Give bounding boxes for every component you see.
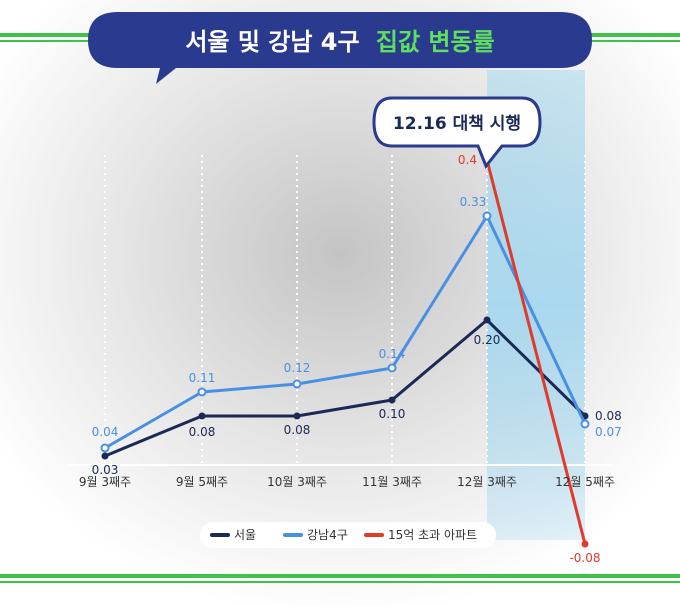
series-layer [100, 156, 590, 548]
x-tick-label: 12월 3째주 [457, 475, 517, 489]
data-labels-layer: 0.03 0.08 0.08 0.10 0.20 0.08 0.04 0.11 0.12 0.14… [92, 153, 622, 565]
legend-background [200, 522, 496, 548]
title-bubble [88, 12, 592, 84]
annotation-bubble-outline [372, 96, 542, 169]
point-gangnam [100, 443, 110, 453]
x-tick-label: 11월 3째주 [362, 475, 422, 489]
legend-label: 강남4구 [307, 528, 348, 542]
point-seoul [483, 316, 491, 324]
data-label-seoul: 0.10 [379, 407, 406, 421]
data-label-over-15: 0.4 [458, 153, 477, 167]
data-label-gangnam: 0.14 [379, 347, 406, 361]
x-tick-label: 9월 5째주 [176, 475, 228, 489]
x-tick-labels: 9월 3째주 9월 5째주 10월 3째주 11월 3째주 12월 3째주 12월 5째주 [79, 475, 615, 489]
data-label-seoul: 0.08 [284, 423, 311, 437]
title-banner: 서울 및 강남 4구 집값 변동률 [88, 12, 592, 84]
data-label-gangnam: 0.33 [460, 195, 487, 209]
x-tick-label: 9월 3째주 [79, 475, 131, 489]
legend-label: 서울 [234, 528, 256, 542]
x-tick-label: 12월 5째주 [555, 475, 615, 489]
data-label-gangnam: 0.07 [595, 425, 622, 439]
data-label-seoul: 0.08 [595, 409, 622, 423]
data-label-seoul: 0.20 [474, 333, 501, 347]
series-line-over-15 [485, 159, 587, 545]
chart-title: 서울 및 강남 4구 집값 변동률 [185, 28, 494, 56]
annotation-label: 12.16 대책 시행 [393, 114, 521, 134]
point-gangnam [197, 387, 207, 397]
data-label-gangnam: 0.12 [284, 361, 311, 375]
legend-label: 15억 초과 아파트 [388, 528, 477, 542]
x-tick-label: 10월 3째주 [267, 475, 327, 489]
point-seoul [198, 412, 206, 420]
point-over-15 [581, 540, 589, 548]
data-label-seoul: 0.03 [92, 463, 119, 477]
title-main: 서울 및 강남 4구 [185, 28, 359, 56]
point-seoul [293, 412, 301, 420]
series-line-seoul [104, 318, 587, 458]
policy-annotation: 12.16 대책 시행 [372, 96, 542, 169]
policy-highlight-band [487, 70, 585, 540]
point-gangnam [580, 419, 590, 429]
data-label-gangnam: 0.11 [189, 371, 216, 385]
point-seoul [101, 452, 109, 460]
point-seoul [388, 396, 396, 404]
point-gangnam [292, 379, 302, 389]
point-gangnam [482, 211, 492, 221]
data-label-seoul: 0.08 [189, 425, 216, 439]
data-label-over-15: -0.08 [569, 551, 600, 565]
title-accent: 집값 변동률 [376, 28, 495, 56]
frame-bottom [0, 574, 680, 583]
legend: 서울 강남4구 15억 초과 아파트 [200, 522, 496, 548]
series-line-gangnam [104, 214, 587, 450]
point-gangnam [387, 363, 397, 373]
data-label-gangnam: 0.04 [92, 425, 119, 439]
